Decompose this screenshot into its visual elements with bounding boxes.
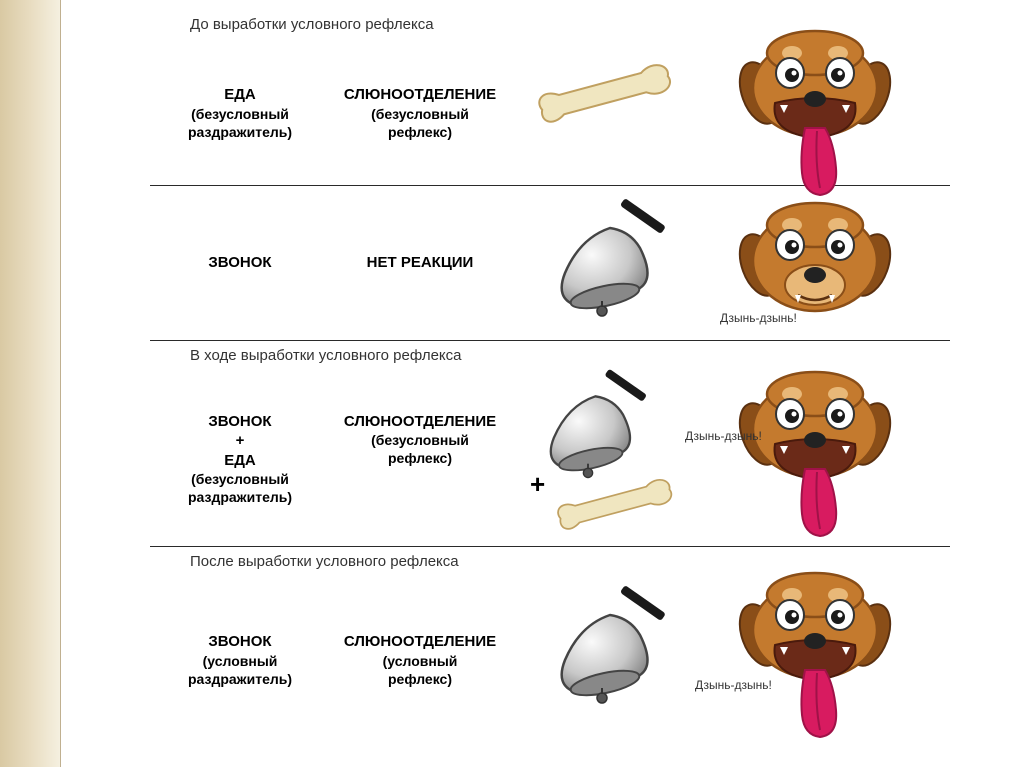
stage-3-col1: ЗВОНОК + ЕДА (безусловный раздражитель) — [150, 412, 330, 507]
bone-icon — [550, 469, 680, 539]
stage-1-food-sub2: раздражитель) — [150, 123, 330, 141]
bell-icon — [540, 193, 690, 323]
plus-icon: + — [530, 469, 545, 500]
stage-3: В ходе выработки условного рефлекса ЗВОН… — [150, 347, 950, 547]
sound-label-4: Дзынь-дзынь! — [695, 678, 772, 692]
stage-2-images: Дзынь-дзынь! — [510, 193, 950, 333]
stage-1-col1: ЕДА (безусловный раздражитель) — [150, 85, 330, 141]
stage-4-labels: ЗВОНОК (условный раздражитель) СЛЮНООТДЕ… — [150, 632, 510, 688]
dog-salivating-icon — [710, 23, 910, 203]
stage-4-saliva-label: СЛЮНООТДЕЛЕНИЕ — [330, 632, 510, 652]
sound-label-3: Дзынь-дзынь! — [685, 429, 762, 443]
stage-1-images — [510, 43, 950, 183]
stage-3-title: В ходе выработки условного рефлекса — [190, 347, 950, 364]
stage-3-saliva-sub1: (безусловный — [330, 431, 510, 449]
sound-label-2: Дзынь-дзынь! — [720, 311, 797, 325]
stage-4: После выработки условного рефлекса ЗВОНО… — [150, 553, 950, 740]
stage-3-images: + Дзынь-дзынь! — [510, 374, 950, 544]
stage-3-col2: СЛЮНООТДЕЛЕНИЕ (безусловный рефлекс) — [330, 412, 510, 507]
stage-3-labels: ЗВОНОК + ЕДА (безусловный раздражитель) … — [150, 412, 510, 507]
stage-4-row: ЗВОНОК (условный раздражитель) СЛЮНООТДЕ… — [150, 580, 950, 740]
stage-2-col2: НЕТ РЕАКЦИИ — [330, 253, 510, 273]
stage-1-row: ЕДА (безусловный раздражитель) СЛЮНООТДЕ… — [150, 43, 950, 183]
stage-3-saliva-label: СЛЮНООТДЕЛЕНИЕ — [330, 412, 510, 432]
stage-3-food-label: ЕДА — [150, 451, 330, 471]
bell-icon — [540, 580, 690, 710]
stage-1-saliva-label: СЛЮНООТДЕЛЕНИЕ — [330, 85, 510, 105]
stage-2-noreaction-label: НЕТ РЕАКЦИИ — [330, 253, 510, 273]
stage-4-saliva-sub2: рефлекс) — [330, 670, 510, 688]
bell-icon — [530, 364, 670, 484]
stage-4-col1: ЗВОНОК (условный раздражитель) — [150, 632, 330, 688]
diagram-content: До выработки условного рефлекса ЕДА (без… — [150, 10, 950, 740]
divider-2 — [150, 340, 950, 341]
stage-4-bell-sub2: раздражитель) — [150, 670, 330, 688]
stage-2: ЗВОНОК НЕТ РЕАКЦИИ Дзынь-дзынь! — [150, 188, 950, 341]
stage-3-food-sub2: раздражитель) — [150, 488, 330, 506]
stage-4-bell-label: ЗВОНОК — [150, 632, 330, 652]
stage-2-bell-label: ЗВОНОК — [150, 253, 330, 273]
stage-1-labels: ЕДА (безусловный раздражитель) СЛЮНООТДЕ… — [150, 85, 510, 141]
bone-icon — [530, 53, 680, 133]
stage-1: До выработки условного рефлекса ЕДА (без… — [150, 16, 950, 186]
stage-4-bell-sub1: (условный — [150, 652, 330, 670]
stage-4-images: Дзынь-дзынь! — [510, 580, 950, 740]
stage-1-saliva-sub1: (безусловный — [330, 105, 510, 123]
dog-salivating-icon — [710, 565, 910, 745]
stage-4-col2: СЛЮНООТДЕЛЕНИЕ (условный рефлекс) — [330, 632, 510, 688]
left-decorative-strip — [0, 0, 61, 767]
divider-3 — [150, 546, 950, 547]
stage-2-row: ЗВОНОК НЕТ РЕАКЦИИ Дзынь-дзынь! — [150, 188, 950, 338]
stage-1-food-sub1: (безусловный — [150, 105, 330, 123]
stage-1-food-label: ЕДА — [150, 85, 330, 105]
stage-3-bell-label: ЗВОНОК — [150, 412, 330, 432]
stage-2-col1: ЗВОНОК — [150, 253, 330, 273]
stage-1-saliva-sub2: рефлекс) — [330, 123, 510, 141]
stage-4-saliva-sub1: (условный — [330, 652, 510, 670]
stage-3-food-sub1: (безусловный — [150, 470, 330, 488]
stage-1-col2: СЛЮНООТДЕЛЕНИЕ (безусловный рефлекс) — [330, 85, 510, 141]
stage-3-plus-label: + — [150, 431, 330, 451]
dog-salivating-icon — [710, 364, 910, 544]
stage-2-labels: ЗВОНОК НЕТ РЕАКЦИИ — [150, 253, 510, 273]
stage-3-saliva-sub2: рефлекс) — [330, 449, 510, 467]
stage-3-row: ЗВОНОК + ЕДА (безусловный раздражитель) … — [150, 374, 950, 544]
